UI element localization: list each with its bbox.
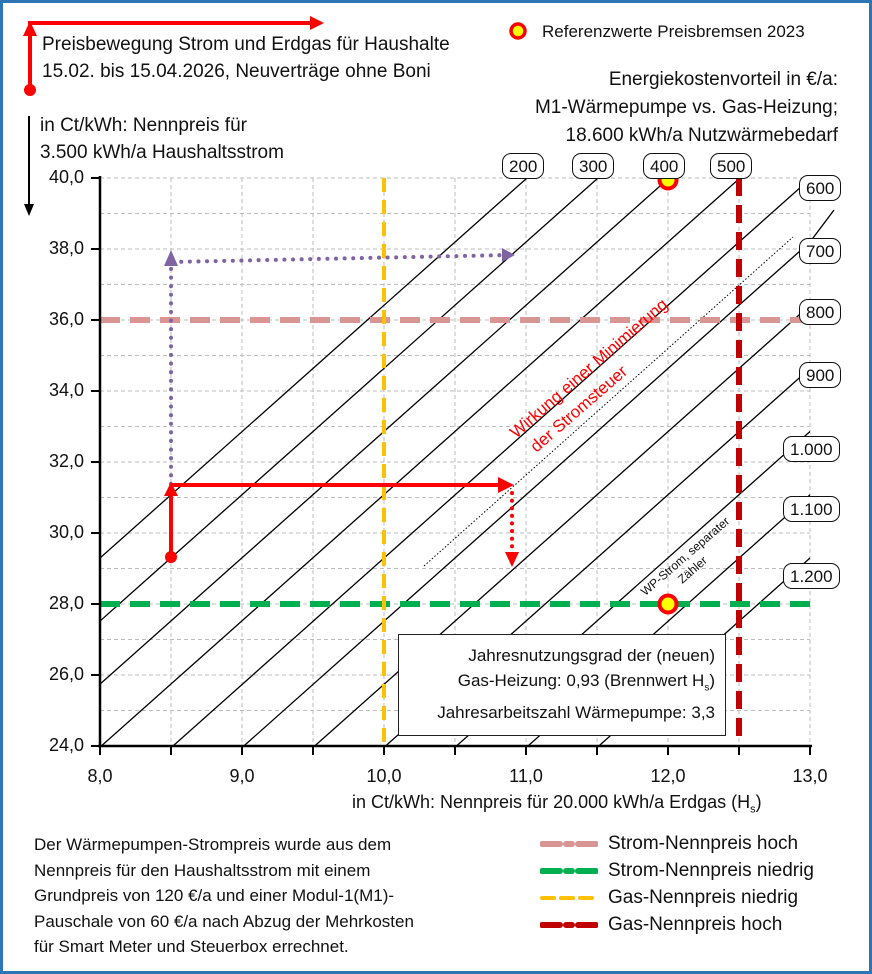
legend-label: Strom-Nennpreis niedrig bbox=[608, 859, 814, 881]
legend-swatch-green-dashed bbox=[540, 867, 598, 874]
title-arrow-dot bbox=[24, 84, 36, 96]
y-tick-label: 26,0 bbox=[48, 664, 84, 684]
iso-title-line1: Energiekostenvorteil in €/a: bbox=[608, 69, 838, 90]
iso-label-1000: 1.000 bbox=[783, 436, 840, 462]
info-box-line2-text: Gas-Heizung: 0,93 (Brennwert H bbox=[457, 671, 705, 690]
y-tick-label: 30,0 bbox=[48, 522, 84, 542]
purple-arrowhead-right bbox=[502, 248, 515, 262]
footnote-line3: Grundpreis von 120 €/a und einer Modul-1… bbox=[34, 886, 395, 905]
footnote-line5: für Smart Meter und Steuerbox errechnet. bbox=[34, 937, 349, 956]
red-arrowhead-up bbox=[164, 482, 178, 496]
footnote-line2: Nennpreis für den Haushaltsstrom mit ein… bbox=[34, 860, 371, 880]
y-tick-label: 36,0 bbox=[48, 309, 84, 329]
info-box-line1: Jahresnutzungsgrad der (neuen) bbox=[468, 646, 715, 665]
iso-label-200: 200 bbox=[502, 153, 545, 179]
reference-marker-bottom bbox=[657, 593, 679, 615]
start-point bbox=[165, 551, 177, 563]
iso-title-line3: 18.600 kWh/a Nutzwärmebedarf bbox=[565, 125, 838, 146]
y-tick-label: 40,0 bbox=[48, 167, 84, 187]
x-axis-label-end: ) bbox=[755, 792, 762, 812]
info-box-line2-end: ) bbox=[709, 671, 715, 690]
axis-ticks bbox=[91, 177, 811, 755]
iso-label-800: 800 bbox=[799, 299, 842, 325]
legend-swatch-yellow-dashed bbox=[540, 895, 598, 900]
legend: Strom-Nennpreis hoch Strom-Nennpreis nie… bbox=[540, 830, 814, 938]
chart-title-line2: 15.02. bis 15.04.2026, Neuverträge ohne … bbox=[42, 61, 431, 82]
legend-label: Strom-Nennpreis hoch bbox=[608, 832, 799, 854]
legend-swatch-pink-dashed bbox=[540, 840, 598, 847]
iso-leaders bbox=[809, 209, 835, 243]
footnote: Der Wärmepumpen-Strompreis wurde aus dem… bbox=[34, 832, 414, 960]
x-tick-label: 13,0 bbox=[792, 766, 828, 786]
x-tick-label: 9,0 bbox=[229, 766, 255, 786]
purple-arrowhead-up bbox=[164, 250, 178, 266]
iso-label-1200: 1.200 bbox=[783, 563, 840, 589]
reference-legend-marker bbox=[509, 22, 527, 40]
legend-item-gas-niedrig: Gas-Nennpreis niedrig bbox=[540, 884, 814, 911]
legend-item-strom-niedrig: Strom-Nennpreis niedrig bbox=[540, 857, 814, 884]
info-box-line2: Gas-Heizung: 0,93 (Brennwert Hs) bbox=[399, 668, 715, 700]
reference-legend-label: Referenzwerte Preisbremsen 2023 bbox=[542, 22, 805, 41]
title-arrowhead-up bbox=[23, 21, 37, 36]
iso-label-700: 700 bbox=[799, 238, 842, 264]
iso-label-900: 900 bbox=[799, 362, 842, 388]
red-arrowhead-right bbox=[498, 477, 514, 493]
x-tick-label: 10,0 bbox=[366, 766, 402, 786]
iso-title-line2: M1-Wärmepumpe vs. Gas-Heizung; bbox=[534, 97, 838, 118]
y-axis-label-line2: 3.500 kWh/a Haushaltsstrom bbox=[40, 142, 284, 163]
x-axis-label-sub: s bbox=[750, 803, 756, 816]
iso-label-1100: 1.100 bbox=[783, 496, 840, 522]
legend-swatch-darkred-dashed bbox=[540, 921, 598, 928]
x-tick-label: 11,0 bbox=[509, 766, 543, 786]
iso-label-300: 300 bbox=[572, 153, 615, 179]
y-tick-label: 32,0 bbox=[48, 451, 84, 471]
footnote-line1: Der Wärmepumpen-Strompreis wurde aus dem bbox=[34, 835, 392, 854]
y-tick-label: 38,0 bbox=[48, 238, 84, 258]
legend-label: Gas-Nennpreis hoch bbox=[608, 913, 783, 935]
red-arrowhead-down bbox=[505, 552, 519, 567]
info-box-line3: Jahresarbeitszahl Wärmepumpe: 3,3 bbox=[437, 703, 715, 723]
footnote-line4: Pauschale von 60 €/a nach Abzug der Mehr… bbox=[34, 911, 414, 931]
iso-label-500: 500 bbox=[710, 153, 753, 179]
x-axis-label: in Ct/kWh: Nennpreis für 20.000 kWh/a Er… bbox=[352, 790, 762, 823]
chart-title-line1: Preisbewegung Strom und Erdgas für Haush… bbox=[42, 34, 450, 55]
info-box: Jahresnutzungsgrad der (neuen) Gas-Heizu… bbox=[398, 634, 726, 736]
iso-label-400: 400 bbox=[643, 153, 686, 179]
y-tick-label: 24,0 bbox=[48, 735, 84, 755]
iso-label-600: 600 bbox=[799, 175, 842, 201]
x-axis-label-text: in Ct/kWh: Nennpreis für 20.000 kWh/a Er… bbox=[352, 792, 751, 812]
legend-label: Gas-Nennpreis niedrig bbox=[608, 886, 799, 908]
y-label-arrowhead bbox=[24, 204, 34, 216]
legend-item-gas-hoch: Gas-Nennpreis hoch bbox=[540, 911, 814, 938]
info-box-line2-sub: s bbox=[704, 682, 710, 694]
y-axis-label-line1: in Ct/kWh: Nennpreis für bbox=[40, 115, 247, 136]
legend-item-strom-hoch: Strom-Nennpreis hoch bbox=[540, 830, 814, 857]
x-tick-label: 12,0 bbox=[650, 766, 686, 786]
title-arrowhead-right bbox=[310, 16, 324, 30]
y-tick-label: 28,0 bbox=[48, 593, 84, 613]
x-tick-label: 8,0 bbox=[87, 766, 113, 786]
y-tick-label: 34,0 bbox=[48, 380, 84, 400]
